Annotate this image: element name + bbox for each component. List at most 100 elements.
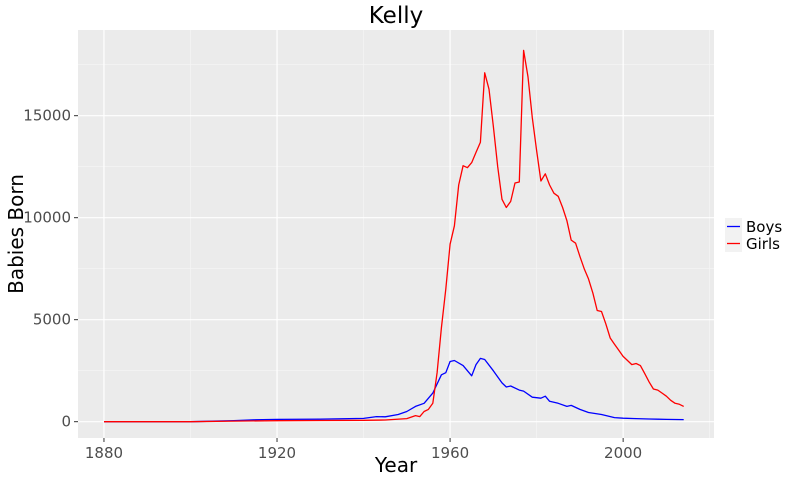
data-point-girls	[679, 404, 680, 405]
data-point-boys	[463, 365, 464, 366]
data-point-girls	[104, 421, 105, 422]
data-point-boys	[588, 412, 589, 413]
data-point-girls	[640, 365, 641, 366]
y-tick-label: 0	[61, 413, 71, 431]
data-point-girls	[532, 117, 533, 118]
data-point-girls	[385, 420, 386, 421]
data-point-boys	[476, 364, 477, 365]
data-point-girls	[428, 409, 429, 410]
data-point-boys	[432, 393, 433, 394]
data-point-girls	[476, 152, 477, 153]
data-point-boys	[502, 382, 503, 383]
y-tick-label: 10000	[23, 209, 71, 227]
data-point-girls	[540, 181, 541, 182]
legend-label-girls: Girls	[746, 235, 780, 253]
data-point-boys	[493, 370, 494, 371]
data-point-girls	[458, 185, 459, 186]
data-point-girls	[597, 310, 598, 311]
data-point-boys	[510, 386, 511, 387]
data-point-girls	[545, 173, 546, 174]
data-point-girls	[549, 185, 550, 186]
data-point-girls	[592, 293, 593, 294]
data-point-girls	[675, 403, 676, 404]
chart-title: Kelly	[369, 3, 423, 29]
data-point-girls	[493, 125, 494, 126]
data-point-girls	[558, 196, 559, 197]
data-point-girls	[363, 420, 364, 421]
data-point-girls	[190, 421, 191, 422]
data-point-boys	[415, 406, 416, 407]
data-point-girls	[536, 150, 537, 151]
data-point-girls	[471, 162, 472, 163]
data-point-boys	[445, 372, 446, 373]
data-point-girls	[233, 421, 234, 422]
data-point-boys	[636, 418, 637, 419]
data-point-girls	[424, 411, 425, 412]
data-point-girls	[480, 142, 481, 143]
data-point-boys	[484, 359, 485, 360]
data-point-boys	[277, 419, 278, 420]
data-point-boys	[558, 403, 559, 404]
y-axis-title: Babies Born	[4, 174, 28, 294]
data-point-girls	[415, 415, 416, 416]
data-point-boys	[614, 417, 615, 418]
data-point-girls	[623, 356, 624, 357]
data-point-girls	[515, 183, 516, 184]
data-point-girls	[277, 420, 278, 421]
data-point-boys	[450, 361, 451, 362]
data-point-boys	[480, 358, 481, 359]
data-point-girls	[610, 338, 611, 339]
data-point-boys	[506, 387, 507, 388]
data-point-girls	[649, 381, 650, 382]
data-point-boys	[255, 419, 256, 420]
data-point-boys	[406, 411, 407, 412]
data-point-girls	[601, 311, 602, 312]
x-axis-title: Year	[374, 453, 418, 477]
data-point-girls	[627, 360, 628, 361]
plot-background	[78, 30, 714, 438]
data-point-girls	[506, 207, 507, 208]
data-point-boys	[376, 416, 377, 417]
grid-minor	[78, 30, 714, 438]
y-axis-ticks: 0 5000 10000 15000	[23, 107, 78, 431]
data-point-girls	[419, 416, 420, 417]
data-point-girls	[523, 50, 524, 51]
data-point-girls	[579, 256, 580, 257]
data-point-boys	[666, 419, 667, 420]
data-point-boys	[320, 419, 321, 420]
data-point-girls	[605, 323, 606, 324]
data-point-girls	[662, 393, 663, 394]
grid-major	[78, 30, 714, 438]
series-layer	[104, 49, 684, 423]
data-point-girls	[484, 72, 485, 73]
x-tick-label: 1880	[85, 444, 123, 462]
data-point-girls	[657, 390, 658, 391]
x-tick-label: 1920	[258, 444, 296, 462]
data-point-boys	[363, 418, 364, 419]
data-point-boys	[424, 403, 425, 404]
data-point-girls	[653, 389, 654, 390]
data-point-girls	[614, 344, 615, 345]
data-point-girls	[618, 350, 619, 351]
data-point-girls	[644, 373, 645, 374]
data-point-girls	[683, 406, 684, 407]
data-point-girls	[320, 420, 321, 421]
data-point-boys	[545, 396, 546, 397]
data-point-girls	[510, 201, 511, 202]
data-point-girls	[502, 199, 503, 200]
x-tick-label: 1960	[431, 444, 469, 462]
data-point-boys	[683, 419, 684, 420]
data-point-girls	[454, 225, 455, 226]
y-tick-label: 15000	[23, 107, 71, 125]
data-point-boys	[623, 418, 624, 419]
data-point-girls	[406, 418, 407, 419]
data-point-boys	[441, 374, 442, 375]
data-point-boys	[540, 398, 541, 399]
data-point-boys	[657, 419, 658, 420]
data-point-girls	[670, 400, 671, 401]
data-point-boys	[398, 414, 399, 415]
data-point-girls	[445, 289, 446, 290]
data-point-girls	[666, 396, 667, 397]
x-axis-ticks: 1880 1920 1960 2000	[85, 438, 642, 462]
